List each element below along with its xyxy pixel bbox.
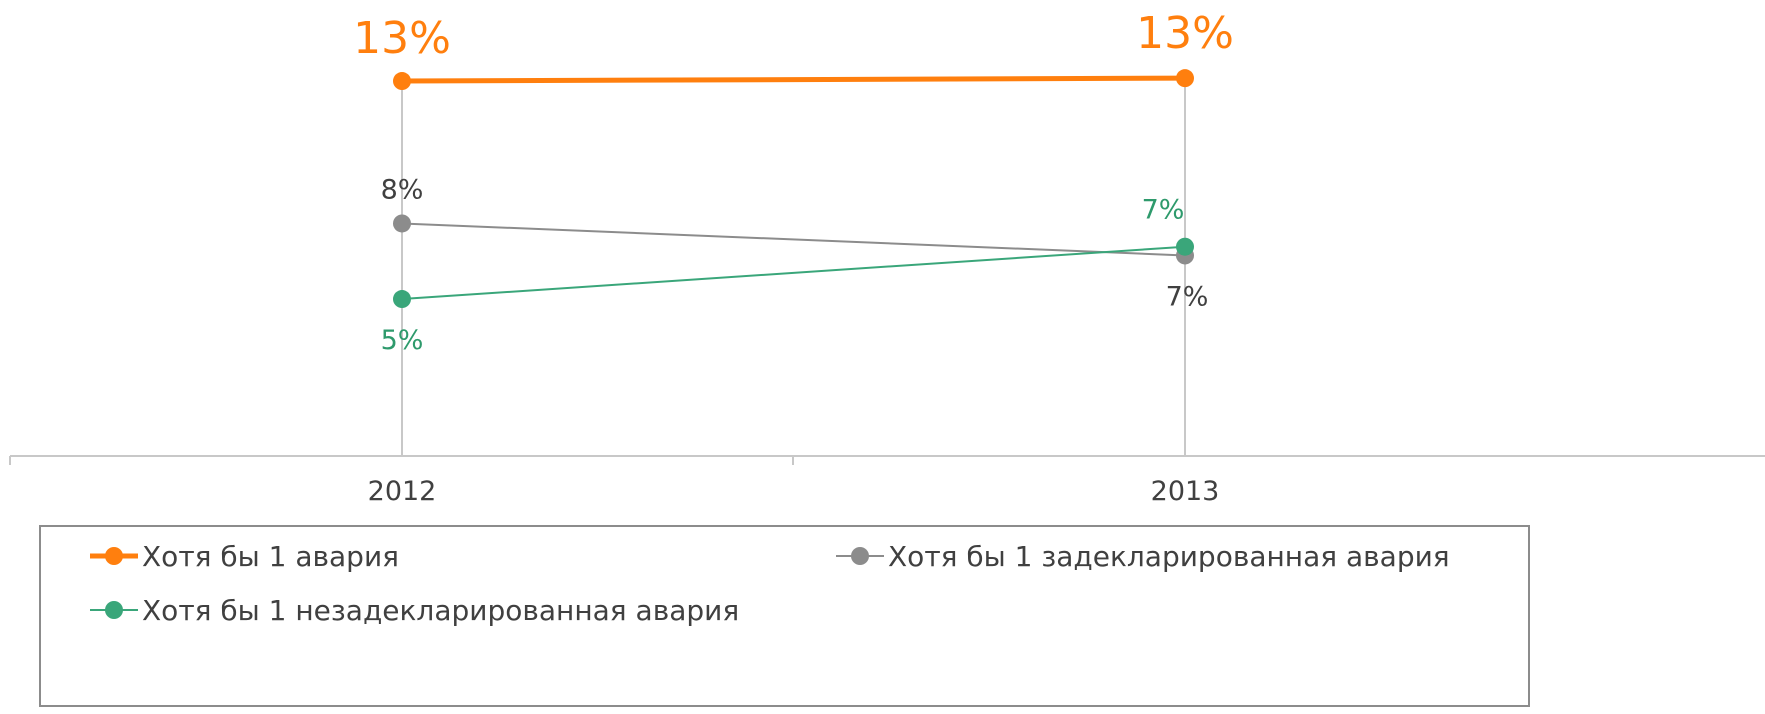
- data-label: 13%: [353, 13, 451, 64]
- series-line: [401, 245, 1186, 301]
- data-point: [393, 290, 411, 309]
- data-label: 7%: [1142, 195, 1185, 226]
- x-tick-label: 2012: [368, 476, 437, 507]
- data-labels: 13% 13% 8% 7% 5% 7%: [353, 8, 1234, 356]
- x-tick-label: 2013: [1151, 476, 1220, 507]
- legend-swatch-marker: [105, 547, 123, 565]
- x-tick-labels: 2012 2013: [368, 476, 1220, 507]
- x-axis: [9, 455, 1765, 465]
- data-label: 7%: [1166, 281, 1209, 312]
- legend-box: [39, 525, 1530, 707]
- data-point: [393, 72, 411, 91]
- data-label: 13%: [1136, 8, 1234, 59]
- series-line: [401, 222, 1186, 257]
- legend: Хотя бы 1 авария Хотя бы 1 задекларирован…: [39, 525, 1530, 707]
- legend-label: Хотя бы 1 авария: [142, 540, 399, 573]
- series-lines: [401, 75, 1186, 301]
- data-label: 8%: [381, 174, 424, 205]
- legend-swatch-marker: [851, 547, 869, 565]
- legend-label: Хотя бы 1 задекларированная авария: [888, 540, 1450, 573]
- series-line: [401, 75, 1186, 84]
- data-point: [393, 214, 411, 233]
- series-points: [393, 69, 1194, 309]
- data-point: [1176, 237, 1194, 256]
- drop-lines: [401, 78, 1186, 456]
- legend-swatch-marker: [105, 601, 123, 619]
- data-point: [1176, 69, 1194, 88]
- legend-label: Хотя бы 1 незадекларированная авария: [142, 594, 739, 627]
- data-label: 5%: [381, 325, 424, 356]
